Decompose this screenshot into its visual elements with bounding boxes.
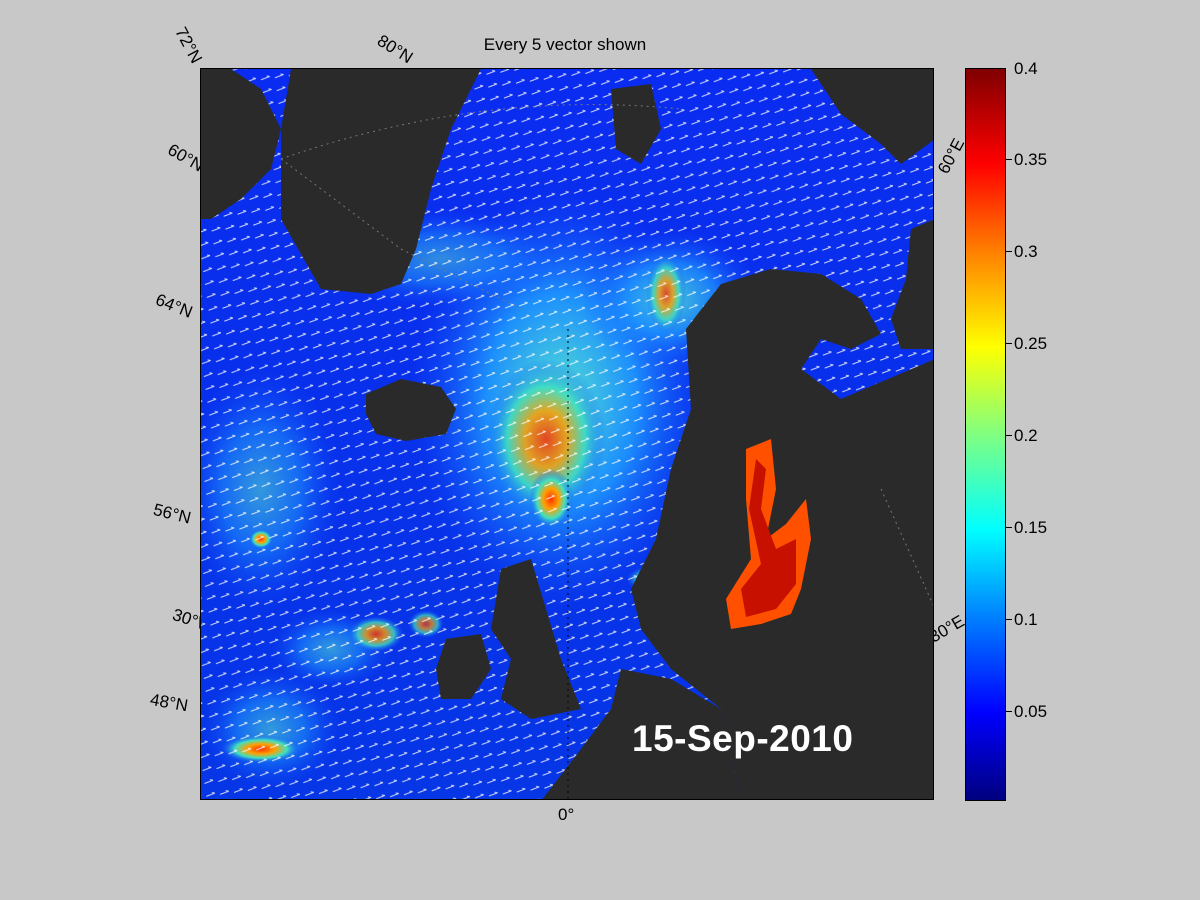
lat-label-72n: 72°N bbox=[171, 24, 206, 67]
land-svalbard bbox=[611, 84, 661, 164]
colorbar-label: 0.05 bbox=[1014, 702, 1048, 721]
map-svg bbox=[201, 69, 933, 799]
colorbar-tick bbox=[1006, 159, 1012, 160]
date-stamp: 15-Sep-2010 bbox=[632, 718, 854, 759]
land-east-coast bbox=[891, 219, 933, 349]
colorbar-tick bbox=[1006, 343, 1012, 344]
land-greenland bbox=[201, 69, 281, 219]
map-title: Every 5 vector shown bbox=[483, 35, 647, 54]
lon-label-0: 0° bbox=[558, 805, 575, 824]
lon-label-60e: 60°E bbox=[934, 135, 969, 177]
land-europe bbox=[542, 669, 741, 799]
colorbar-tick bbox=[1006, 527, 1012, 528]
colorbar-tick bbox=[1006, 711, 1012, 712]
colorbar-label: 0.2 bbox=[1014, 426, 1038, 445]
parallel-80n bbox=[280, 104, 682, 160]
land-arctic bbox=[281, 69, 481, 294]
land-britain bbox=[491, 559, 581, 719]
colorbar-label: 0.15 bbox=[1014, 518, 1048, 537]
colorbar-label: 0.4 bbox=[1014, 59, 1038, 78]
colorbar bbox=[965, 68, 1006, 801]
lat-label-56n: 56°N bbox=[151, 500, 193, 528]
colorbar-label: 0.35 bbox=[1014, 150, 1048, 169]
lat-label-64n: 64°N bbox=[152, 290, 196, 322]
baltic-core bbox=[741, 459, 796, 617]
colorbar-label: 0.3 bbox=[1014, 242, 1038, 261]
parallel-30e bbox=[880, 488, 933, 606]
colorbar-tick bbox=[1006, 619, 1012, 620]
colorbar-tick bbox=[1006, 435, 1012, 436]
land-iceland bbox=[366, 379, 456, 441]
lat-label-48n: 48°N bbox=[148, 690, 190, 716]
colorbar-label: 0.25 bbox=[1014, 334, 1048, 353]
colorbar-tick bbox=[1006, 251, 1012, 252]
land-ireland bbox=[436, 634, 491, 699]
colorbar-label: 0.1 bbox=[1014, 610, 1038, 629]
ocean-current-map bbox=[200, 68, 934, 800]
land-northeast bbox=[811, 69, 933, 164]
parallel-60n bbox=[280, 158, 522, 310]
